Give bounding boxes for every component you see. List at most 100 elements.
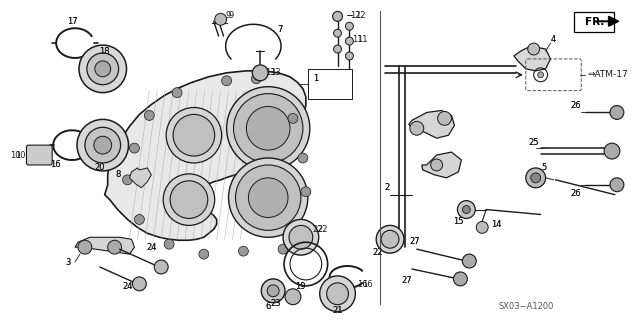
Circle shape: [238, 246, 248, 256]
Text: 24: 24: [146, 243, 157, 252]
Circle shape: [79, 45, 127, 92]
Circle shape: [528, 43, 540, 55]
Circle shape: [267, 285, 279, 297]
Text: 6: 6: [266, 302, 271, 311]
Circle shape: [454, 272, 468, 286]
Text: 1: 1: [313, 74, 318, 83]
Text: 27: 27: [410, 237, 420, 246]
Circle shape: [229, 158, 308, 237]
Text: 16: 16: [50, 160, 61, 170]
Text: 8: 8: [115, 170, 120, 180]
Circle shape: [457, 201, 475, 219]
Text: 24: 24: [146, 243, 157, 252]
Circle shape: [438, 111, 452, 125]
Text: 10: 10: [15, 150, 25, 160]
Circle shape: [604, 143, 620, 159]
Circle shape: [298, 220, 308, 229]
Circle shape: [381, 230, 399, 248]
Circle shape: [236, 165, 301, 230]
Polygon shape: [104, 71, 306, 240]
Text: ⇒ATM-17: ⇒ATM-17: [587, 70, 628, 79]
Text: SX03−A1200: SX03−A1200: [498, 302, 554, 311]
Text: 5: 5: [541, 164, 547, 172]
Circle shape: [531, 173, 541, 183]
Circle shape: [173, 115, 215, 156]
Circle shape: [164, 239, 174, 249]
Text: 25: 25: [529, 138, 539, 147]
Circle shape: [526, 168, 546, 188]
Text: 27: 27: [401, 276, 412, 285]
Text: 24: 24: [122, 282, 132, 291]
Text: 26: 26: [570, 101, 581, 110]
Circle shape: [78, 240, 92, 254]
Text: 20: 20: [94, 164, 105, 172]
Text: 22: 22: [318, 225, 328, 234]
Text: 26: 26: [570, 189, 581, 198]
Polygon shape: [422, 152, 461, 178]
Circle shape: [129, 143, 140, 153]
Text: FR.: FR.: [585, 17, 605, 27]
Circle shape: [199, 249, 209, 259]
Text: 19: 19: [295, 282, 305, 291]
Circle shape: [77, 119, 129, 171]
Text: 21: 21: [333, 306, 343, 315]
Circle shape: [462, 254, 476, 268]
Circle shape: [166, 108, 222, 163]
Circle shape: [610, 106, 624, 119]
Circle shape: [334, 45, 341, 53]
Text: 20: 20: [94, 164, 105, 172]
Text: 18: 18: [99, 46, 110, 55]
Text: 4: 4: [551, 35, 556, 44]
Text: 2: 2: [385, 183, 390, 192]
Text: 11: 11: [352, 35, 362, 44]
Polygon shape: [75, 237, 134, 254]
Text: 22: 22: [372, 248, 382, 257]
Circle shape: [538, 72, 543, 78]
Text: 12: 12: [355, 11, 366, 20]
Text: 18: 18: [99, 46, 110, 55]
Circle shape: [410, 121, 424, 135]
Circle shape: [85, 127, 120, 163]
Circle shape: [227, 87, 310, 170]
Polygon shape: [129, 168, 151, 188]
Circle shape: [154, 260, 168, 274]
Circle shape: [476, 221, 488, 233]
Circle shape: [261, 279, 285, 303]
FancyBboxPatch shape: [27, 145, 52, 165]
Circle shape: [288, 113, 298, 123]
Circle shape: [320, 276, 355, 312]
Text: 14: 14: [491, 220, 501, 229]
Text: 3: 3: [66, 258, 71, 267]
Text: 1: 1: [313, 74, 318, 83]
Text: 13: 13: [270, 68, 281, 77]
Circle shape: [252, 74, 261, 84]
Circle shape: [108, 240, 122, 254]
Text: 22: 22: [313, 225, 323, 234]
Text: 24: 24: [122, 282, 132, 291]
Text: 16: 16: [357, 280, 368, 289]
Text: 17: 17: [67, 17, 77, 26]
Circle shape: [95, 61, 111, 77]
Circle shape: [345, 22, 354, 30]
Text: 19: 19: [295, 282, 305, 291]
Text: 13: 13: [265, 68, 275, 77]
Circle shape: [298, 153, 308, 163]
Text: 27: 27: [401, 276, 412, 285]
Text: 26: 26: [570, 101, 581, 110]
Circle shape: [610, 178, 624, 192]
Text: 3: 3: [66, 258, 71, 267]
Text: 17: 17: [67, 17, 77, 26]
Circle shape: [134, 214, 145, 224]
Circle shape: [333, 12, 343, 21]
Text: 21: 21: [333, 306, 343, 315]
Text: 25: 25: [529, 138, 539, 147]
Circle shape: [94, 136, 111, 154]
Circle shape: [334, 29, 341, 37]
Text: 4: 4: [551, 35, 556, 44]
Text: 9: 9: [229, 11, 234, 20]
Circle shape: [87, 53, 118, 85]
Circle shape: [247, 107, 290, 150]
Text: 9: 9: [226, 11, 231, 20]
Text: 23: 23: [271, 299, 282, 308]
Circle shape: [252, 65, 268, 81]
